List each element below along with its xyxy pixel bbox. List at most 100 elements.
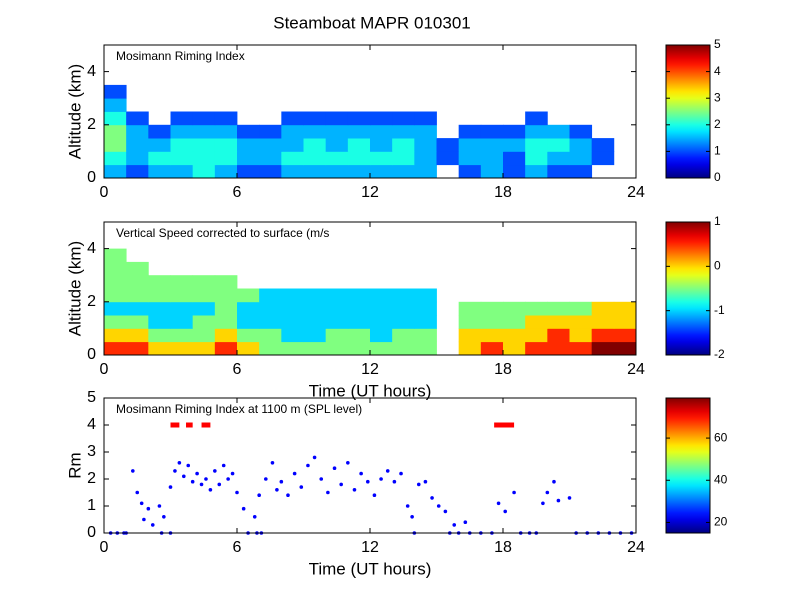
data-point: [332, 466, 337, 471]
x-tick-label: 18: [494, 361, 512, 378]
data-point: [399, 471, 403, 476]
colorbar-tick-label: 3: [714, 90, 721, 104]
heatmap-cell: [104, 248, 127, 263]
y-tick-label: 0: [87, 169, 96, 186]
data-point: [264, 477, 268, 481]
heatmap-cell: [436, 151, 460, 166]
colorbar-tick-label: 1: [714, 144, 721, 158]
heatmap-cell: [414, 111, 437, 126]
heatmap-cell: [347, 341, 371, 356]
heatmap-cell: [148, 164, 171, 179]
heatmap-cell: [370, 328, 393, 343]
heatmap-cell: [170, 301, 194, 316]
heatmap-cell: [104, 164, 127, 179]
data-point: [503, 509, 508, 514]
colorbar-tick-label: 60: [714, 430, 728, 444]
heatmap-cell: [170, 124, 194, 139]
heatmap-cell: [148, 328, 171, 343]
data-point: [292, 471, 297, 476]
heatmap-cell: [503, 315, 526, 329]
data-point: [312, 455, 317, 460]
data-point: [365, 479, 370, 484]
heatmap-cell: [192, 315, 216, 329]
heatmap-cell: [237, 315, 260, 329]
heatmap-cell: [126, 138, 149, 152]
heatmap-cell: [414, 288, 437, 303]
heatmap-cell: [503, 341, 526, 356]
heatmap-cell: [591, 301, 615, 316]
heatmap-cell: [325, 315, 349, 329]
heatmap-cell: [104, 124, 127, 139]
heatmap-cell: [503, 328, 526, 343]
heatmap-cell: [525, 341, 548, 356]
heatmap-cell: [214, 111, 238, 126]
heatmap-cell: [370, 301, 393, 316]
data-point: [443, 509, 448, 514]
heatmap-cell: [170, 328, 194, 343]
heatmap-cell: [259, 288, 282, 303]
heatmap-cell: [303, 341, 327, 356]
heatmap-cell: [303, 151, 327, 166]
data-point: [177, 461, 182, 465]
heatmap-cell: [392, 315, 415, 329]
data-point: [496, 501, 501, 506]
data-point: [556, 498, 561, 503]
heatmap-cell: [126, 164, 149, 179]
heatmap-cell: [458, 315, 482, 329]
heatmap-cell: [192, 275, 216, 289]
heatmap-cell: [214, 301, 238, 316]
heatmap-cell: [148, 138, 171, 152]
heatmap-cell: [414, 164, 437, 179]
heatmap-cell: [347, 288, 371, 303]
heatmap-cell: [591, 328, 615, 343]
colorbar: [665, 44, 711, 179]
heatmap-cell: [370, 138, 393, 152]
data-point: [319, 477, 324, 481]
data-point: [213, 469, 217, 473]
heatmap-cell: [104, 341, 127, 356]
colorbar-tick-label: -2: [714, 347, 725, 361]
data-point: [326, 490, 330, 495]
data-point: [379, 477, 383, 481]
heatmap-cell: [170, 275, 194, 289]
heatmap-cell: [126, 124, 149, 139]
heatmap-cell: [214, 164, 238, 179]
heatmap-cell: [148, 315, 171, 329]
data-point: [436, 504, 441, 508]
x-tick-label: 0: [100, 361, 109, 378]
y-tick-label: 2: [87, 470, 96, 487]
heatmap-cell: [414, 124, 437, 139]
heatmap-cell: [214, 328, 238, 343]
heatmap-cell: [569, 301, 593, 316]
heatmap-cell: [325, 328, 349, 343]
heatmap-cell: [126, 328, 149, 343]
data-point: [405, 504, 410, 508]
heatmap-cell: [458, 341, 482, 356]
heatmap-cell: [591, 138, 615, 152]
annotation: Vertical Speed corrected to surface (m/s: [116, 226, 329, 240]
heatmap-cell: [126, 315, 149, 329]
heatmap-cell: [458, 151, 482, 166]
heatmap-cell: [569, 341, 593, 356]
heatmap-cell: [170, 341, 194, 356]
data-point: [146, 506, 151, 511]
x-tick-label: 0: [100, 539, 109, 556]
heatmap-cell: [392, 341, 415, 356]
heatmap-cell: [325, 288, 349, 303]
heatmap-cell: [569, 315, 593, 329]
annotation: Mosimann Riming Index at 1100 m (SPL lev…: [116, 402, 362, 416]
heatmap-cell: [259, 341, 282, 356]
heatmap-cell: [148, 275, 171, 289]
colorbar: [665, 397, 711, 534]
heatmap-cell: [303, 288, 327, 303]
heatmap-cell: [170, 138, 194, 152]
heatmap-cell: [325, 138, 349, 152]
data-point: [135, 490, 140, 495]
heatmap-cell: [126, 341, 149, 356]
x-tick-label: 6: [233, 361, 242, 378]
heatmap-cell: [503, 124, 526, 139]
heatmap-cell: [303, 328, 327, 343]
heatmap-cell: [547, 301, 570, 316]
heatmap-cell: [525, 111, 548, 126]
x-tick-label: 12: [361, 184, 379, 201]
